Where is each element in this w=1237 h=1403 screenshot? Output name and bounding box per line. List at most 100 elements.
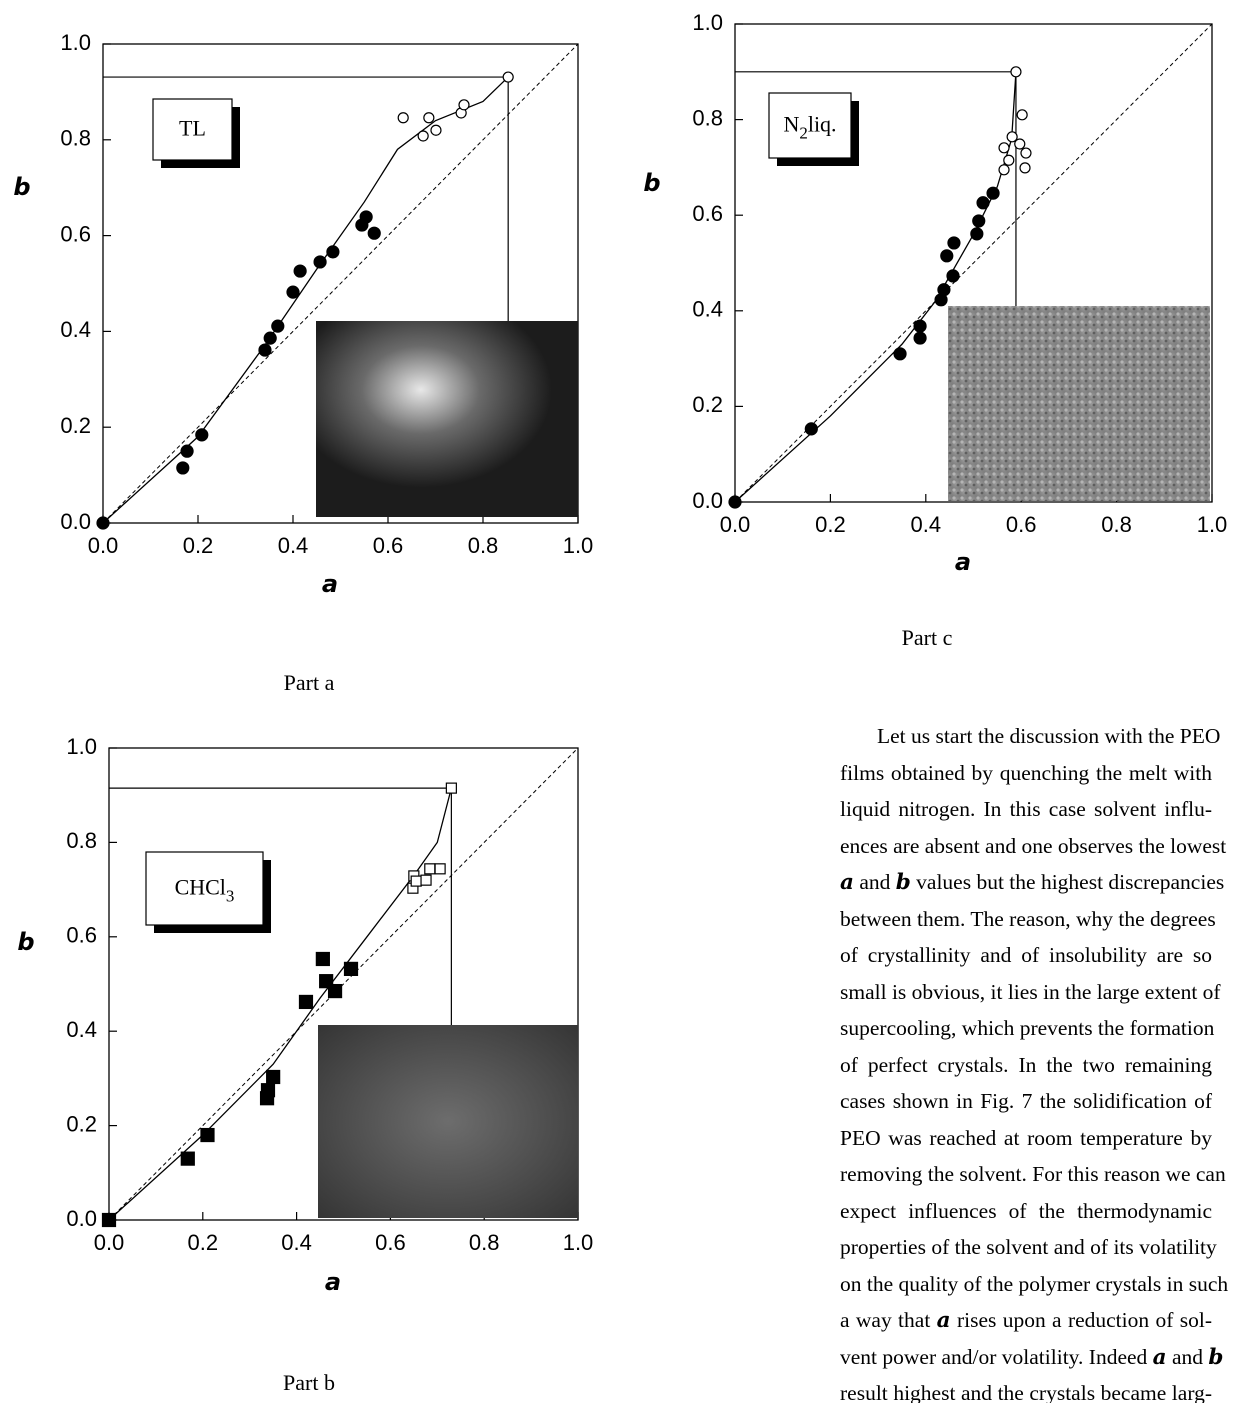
- data-point: [976, 196, 990, 210]
- text-line: supercooling, which prevents the formati…: [840, 1010, 1215, 1047]
- label-box: [768, 92, 852, 159]
- text-run: between them. The reason, why the degree…: [840, 906, 1216, 931]
- text-run: vent power and/or volatility. Indeed: [840, 1344, 1153, 1369]
- x-tick-label: 1.0: [563, 533, 594, 558]
- fit-curve: [108, 787, 452, 1221]
- text-line: a and b values but the highest discrepan…: [840, 864, 1224, 901]
- data-point: [970, 227, 984, 241]
- y-tick-label: 0.2: [66, 1111, 97, 1136]
- y-tick-label: 0.4: [66, 1017, 97, 1042]
- x-tick-label: 0.2: [183, 533, 214, 558]
- data-point: [430, 124, 442, 136]
- text-run: values but the highest discrepancies: [910, 870, 1225, 894]
- data-point: [293, 264, 307, 278]
- text-run: Let us start the discussion with the PEO: [877, 724, 1221, 748]
- x-tick-label: 0.8: [1101, 512, 1132, 537]
- panel-label-part: CHCl: [175, 875, 226, 900]
- text-run: ences are absent and one observes the lo…: [840, 833, 1227, 858]
- text-line: vent power and/or volatility. Indeed a a…: [840, 1339, 1223, 1376]
- y-axis-label: b: [643, 169, 660, 197]
- text-run: a way that: [840, 1308, 937, 1332]
- text-line: PEO was reached at room temperature by: [840, 1120, 1212, 1157]
- text-line: of perfect crystals. In the two remainin…: [840, 1047, 1212, 1084]
- diagonal: [734, 23, 1213, 503]
- data-point: [1020, 147, 1032, 159]
- x-tick-label: 0.6: [375, 1230, 406, 1255]
- text-line: films obtained by quenching the melt wit…: [840, 755, 1212, 792]
- data-point: [804, 422, 818, 436]
- text-run: expect influences of the thermodynamic: [840, 1198, 1212, 1223]
- y-tick-label: 0.6: [60, 221, 91, 246]
- data-point: [972, 214, 986, 228]
- data-point: [998, 142, 1010, 154]
- text-run: cases shown in Fig. 7 the solidification…: [840, 1089, 1212, 1113]
- data-point: [397, 112, 409, 124]
- y-tick-label: 0.0: [66, 1206, 97, 1231]
- x-tick-label: 1.0: [1197, 512, 1228, 537]
- caption: Part b: [283, 1370, 335, 1395]
- panel-label-part: liq.: [808, 112, 837, 137]
- chart: 0.0 0.2 0.4 0.6 0.8 1.0 0.0 0.2 0.4 0.6 0.8 1.0 a b Pa…: [17, 734, 593, 1395]
- text-run: films obtained by quenching the melt wit…: [840, 760, 1212, 785]
- data-point: [946, 269, 960, 283]
- data-point: [913, 331, 927, 345]
- data-point: [947, 236, 961, 250]
- data-point: [417, 130, 429, 142]
- x-tick-label: 0.4: [911, 512, 942, 537]
- y-tick-label: 1.0: [60, 30, 91, 55]
- plot-frame: [102, 43, 579, 524]
- panel-label-part: N: [783, 112, 799, 137]
- y-tick-label: 0.2: [692, 392, 723, 417]
- data-point: [260, 1083, 276, 1098]
- data-point: [180, 1151, 195, 1166]
- data-point: [200, 1127, 215, 1143]
- text-run: supercooling, which prevents the formati…: [840, 1016, 1215, 1040]
- data-point: [1010, 66, 1022, 78]
- data-point: [298, 994, 314, 1010]
- diagonal: [102, 43, 579, 524]
- x-tick-label: 0.4: [278, 533, 309, 558]
- data-point: [940, 249, 954, 263]
- x-axis-label: a: [325, 1268, 341, 1296]
- y-tick-label: 0.8: [692, 105, 723, 130]
- text-line: removing the solvent. For this reason we…: [840, 1156, 1226, 1193]
- data-point: [458, 99, 470, 111]
- caption: Part c: [902, 625, 953, 650]
- chart: 0.0 0.2 0.4 0.6 0.8 1.0 0.0 0.2 0.4 0.6 0.8 1.0 a b Pa…: [13, 30, 593, 695]
- data-point: [1003, 154, 1015, 166]
- text-run: of perfect crystals. In the two remainin…: [840, 1052, 1212, 1077]
- x-tick-label: 0.4: [281, 1230, 312, 1255]
- data-point: [327, 983, 343, 999]
- x-tick-label: 0.6: [373, 533, 404, 558]
- text-run: on the quality of the polymer crystals i…: [840, 1271, 1229, 1296]
- data-point: [434, 863, 446, 875]
- x-tick-label: 0.8: [469, 1230, 500, 1255]
- x-tick-label: 0.2: [188, 1230, 219, 1255]
- data-point: [1016, 109, 1028, 121]
- text-run: and: [1166, 1344, 1209, 1369]
- text-run: of crystallinity and of insolubility are…: [840, 943, 1212, 967]
- text-run: removing the solvent. For this reason we…: [840, 1162, 1226, 1186]
- symbol: a: [840, 870, 854, 895]
- data-point: [359, 210, 373, 224]
- panel-label: CHCl3: [175, 875, 235, 906]
- panel-label-part: TL: [179, 116, 206, 141]
- data-point: [258, 343, 272, 357]
- text-line: a way that a rises upon a reduction of s…: [840, 1302, 1212, 1339]
- data-point: [420, 874, 432, 886]
- y-tick-label: 0.0: [60, 509, 91, 534]
- caption: Part a: [284, 670, 335, 695]
- symbol: b: [1208, 1344, 1224, 1370]
- symbol: b: [895, 870, 911, 895]
- text-line: of crystallinity and of insolubility are…: [840, 937, 1212, 974]
- photo-inset: [318, 1025, 578, 1218]
- photo-inset: [948, 306, 1210, 501]
- text-run: result highest and the crystals became l…: [840, 1381, 1212, 1403]
- text-line: Let us start the discussion with the PEO: [840, 718, 1220, 755]
- chart: 0.0 0.2 0.4 0.6 0.8 1.0 0.0 0.2 0.4 0.6 0.8 1.0 a b Pa…: [643, 10, 1227, 650]
- data-point: [101, 1212, 117, 1228]
- data-point: [96, 516, 110, 530]
- data-point: [410, 875, 422, 887]
- text-line: ences are absent and one observes the lo…: [840, 828, 1226, 865]
